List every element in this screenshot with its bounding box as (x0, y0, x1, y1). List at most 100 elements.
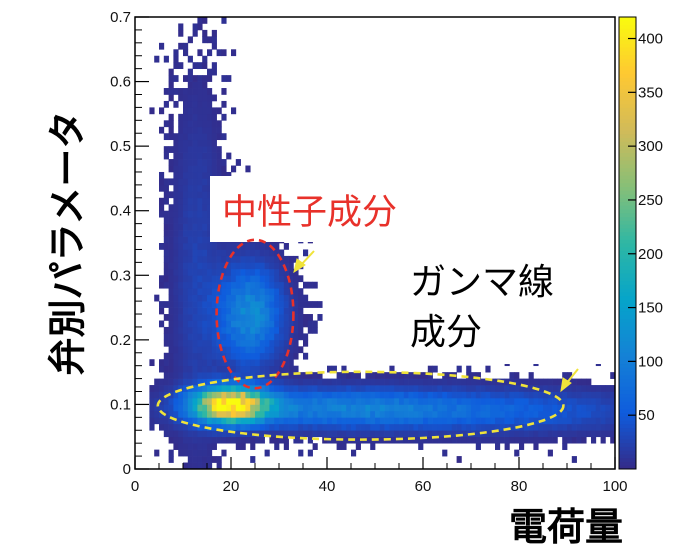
heatmap-cell (418, 430, 424, 438)
heatmap-cell (192, 423, 198, 431)
heatmap-cell (418, 385, 424, 392)
colorbar-band (619, 163, 636, 169)
heatmap-cell (187, 294, 193, 302)
heatmap-cell (250, 301, 256, 308)
heatmap-cell (226, 75, 232, 82)
heatmap-cell (283, 430, 289, 438)
heatmap-cell (255, 301, 261, 308)
heatmap-cell (197, 243, 203, 250)
colorbar-band (619, 273, 636, 278)
colorbar-band (619, 284, 636, 289)
heatmap-cell (216, 410, 222, 418)
heatmap-cell (149, 391, 155, 399)
colorbar-band (619, 371, 636, 376)
y-tick-label: 0 (123, 461, 131, 478)
heatmap-cell (259, 275, 265, 283)
colorbar-band (619, 356, 636, 361)
colorbar-band (619, 333, 636, 338)
heatmap-cell (159, 243, 165, 250)
heatmap-cell (183, 230, 189, 237)
heatmap-cell (365, 372, 371, 379)
colorbar-band (619, 69, 636, 74)
heatmap-cell (394, 417, 400, 425)
heatmap-cell (509, 423, 515, 431)
heatmap-cell (307, 436, 313, 444)
heatmap-cell (394, 385, 400, 392)
heatmap-cell (159, 171, 165, 179)
heatmap-cell (490, 423, 496, 431)
heatmap-cell (264, 430, 270, 438)
heatmap-cell (183, 126, 189, 134)
heatmap-cell (451, 397, 457, 405)
heatmap-cell (202, 410, 208, 418)
heatmap-cell (221, 249, 227, 257)
heatmap-cell (442, 391, 448, 399)
heatmap-cell (307, 449, 313, 457)
heatmap-cell (178, 255, 184, 263)
heatmap-cell (207, 314, 213, 321)
heatmap-cell (192, 178, 198, 186)
heatmap-cell (456, 410, 462, 418)
heatmap-cell (355, 397, 361, 405)
heatmap-cell (543, 378, 549, 386)
heatmap-cell (250, 288, 256, 296)
heatmap-cell (226, 288, 232, 296)
heatmap-cell (226, 249, 232, 257)
heatmap-cell (437, 397, 443, 405)
heatmap-cell (283, 301, 289, 308)
heatmap-cell (303, 333, 309, 341)
heatmap-cell (451, 436, 457, 444)
heatmap-cell (235, 314, 241, 321)
heatmap-cell (207, 243, 213, 250)
heatmap-cell (211, 314, 217, 321)
heatmap-cell (514, 449, 520, 457)
heatmap-cell (274, 436, 280, 444)
heatmap-cell (178, 314, 184, 321)
heatmap-cell (365, 423, 371, 431)
colorbar-band (619, 114, 636, 120)
heatmap-cell (211, 146, 217, 153)
heatmap-cell (183, 365, 189, 373)
heatmap-cell (211, 294, 217, 302)
x-tick-label: 100 (602, 478, 627, 495)
heatmap-cell (207, 307, 213, 315)
heatmap-cell (413, 391, 419, 399)
heatmap-cell (403, 385, 409, 392)
heatmap-cell (451, 391, 457, 399)
heatmap-cell (197, 255, 203, 263)
heatmap-cell (293, 288, 299, 296)
heatmap-cell (384, 417, 390, 425)
heatmap-cell (202, 152, 208, 160)
heatmap-cell (207, 184, 213, 192)
heatmap-cell (197, 197, 203, 205)
heatmap-cell (207, 133, 213, 141)
heatmap-cell (183, 339, 189, 347)
heatmap-cell (202, 378, 208, 386)
colorbar-band (619, 194, 636, 199)
heatmap-cell (178, 184, 184, 192)
heatmap-cell (240, 307, 246, 315)
heatmap-cell (207, 346, 213, 354)
heatmap-cell (207, 320, 213, 328)
heatmap-cell (221, 314, 227, 321)
heatmap-cell (538, 378, 544, 386)
heatmap-cell (432, 436, 438, 444)
heatmap-cell (192, 133, 198, 141)
heatmap-cell (192, 443, 198, 450)
heatmap-cell (183, 42, 189, 50)
heatmap-cell (269, 365, 275, 373)
heatmap-cell (183, 133, 189, 141)
heatmap-cell (360, 430, 366, 438)
heatmap-cell (547, 423, 553, 431)
heatmap-cell (221, 307, 227, 315)
heatmap-cell (202, 385, 208, 392)
neutron-label-background (210, 176, 426, 242)
heatmap-cell (384, 385, 390, 392)
heatmap-cell (245, 352, 251, 360)
heatmap-cell (211, 275, 217, 283)
heatmap-cell (168, 243, 174, 250)
heatmap-cell (283, 294, 289, 302)
heatmap-cell (298, 301, 304, 308)
heatmap-cell (197, 236, 203, 244)
heatmap-cell (240, 436, 246, 444)
